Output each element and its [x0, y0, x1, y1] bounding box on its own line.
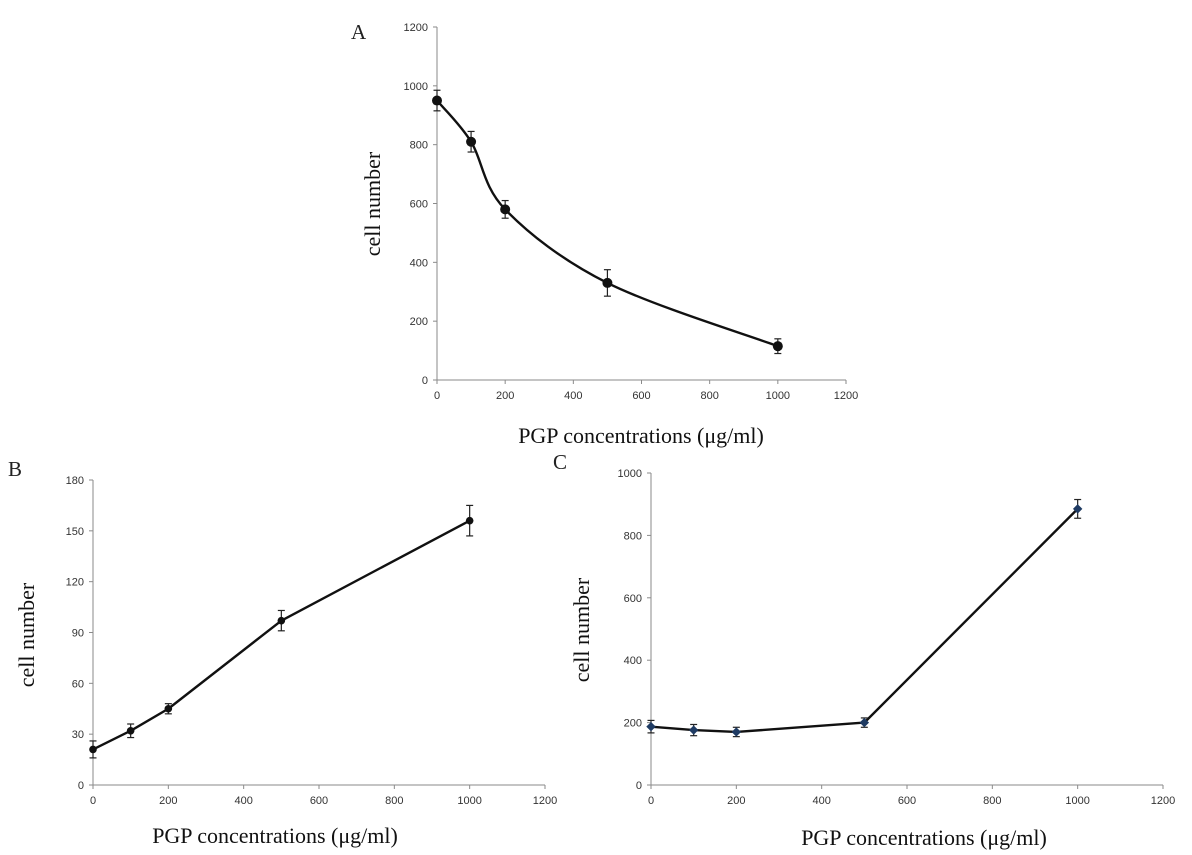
panel-b-x-tick-label: 800	[385, 795, 403, 807]
panel-a-data-point	[772, 341, 783, 352]
panel-b-y-tick-label: 150	[66, 526, 84, 538]
panel-c: C 0 200 400 600 800 1000 1200 0 200 400 600 800 1000 P…	[553, 450, 1175, 850]
panel-c-y-tick-label: 0	[636, 780, 642, 792]
panel-b-y-tick-label: 30	[72, 729, 84, 741]
panel-c-data-point	[1072, 504, 1083, 514]
panel-b-data-point	[126, 726, 135, 735]
panel-a-y-tick-label: 800	[410, 140, 428, 152]
panel-c-x-axis-title: PGP concentrations (μg/ml)	[801, 825, 1047, 850]
panel-c-data-point	[731, 727, 742, 737]
panel-c-y-tick-label: 600	[624, 593, 642, 605]
panel-b-letter: B	[8, 457, 22, 481]
panel-b-data-point	[465, 516, 474, 525]
panel-a-x-tick-label: 400	[564, 390, 582, 402]
panel-b-y-axis-title: cell number	[14, 582, 39, 687]
panel-a-data-point	[500, 204, 511, 215]
panel-b-y-tick-label: 0	[78, 780, 84, 792]
panel-a: A 0 200 400 600 800 1000 1200 0 200 400 600 800 1000 1…	[351, 20, 858, 448]
panel-b: B 0 200 400 600 800 1000 1200 0 30 60 90 120 150 180 PG…	[8, 457, 557, 848]
panel-b-x-tick-label: 1000	[457, 795, 481, 807]
panel-b-x-tick-label: 400	[234, 795, 252, 807]
panel-a-data-point	[602, 277, 613, 288]
panel-b-x-tick-label: 0	[90, 795, 96, 807]
panel-c-x-tick-label: 0	[648, 795, 654, 807]
panel-c-x-tick-label: 400	[812, 795, 830, 807]
panel-b-x-tick-label: 600	[310, 795, 328, 807]
panel-b-data-point	[277, 616, 286, 625]
panel-c-letter: C	[553, 450, 567, 474]
panel-a-data-point	[432, 95, 442, 106]
panel-a-x-tick-label: 1000	[766, 390, 790, 402]
panel-c-y-axis-title: cell number	[569, 577, 594, 682]
panel-b-y-tick-label: 90	[72, 628, 84, 640]
panel-a-y-axis-title: cell number	[360, 151, 385, 256]
panel-c-x-tick-label: 1000	[1065, 795, 1089, 807]
panel-a-data-point	[466, 136, 477, 147]
panel-c-x-tick-label: 600	[898, 795, 916, 807]
panel-b-x-axis-title: PGP concentrations (μg/ml)	[152, 823, 398, 848]
panel-c-y-tick-label: 1000	[618, 468, 642, 480]
panel-a-x-tick-label: 600	[632, 390, 650, 402]
panel-b-data-point	[164, 704, 173, 713]
panel-b-data-point	[89, 745, 97, 754]
panel-a-x-tick-label: 800	[700, 390, 718, 402]
panel-c-data-point	[688, 725, 699, 735]
panel-a-x-tick-label: 200	[496, 390, 514, 402]
panel-b-series-line	[91, 519, 471, 751]
panel-c-x-tick-label: 1200	[1151, 795, 1175, 807]
panel-c-y-tick-label: 400	[624, 655, 642, 667]
panel-c-data-point	[859, 717, 870, 728]
panel-b-y-tick-label: 180	[66, 475, 84, 487]
panel-c-y-tick-label: 200	[624, 718, 642, 730]
panel-b-y-tick-label: 120	[66, 577, 84, 589]
panel-a-y-tick-label: 1000	[404, 81, 428, 93]
panel-a-series-line	[435, 99, 780, 348]
panel-b-y-tick-label: 60	[72, 678, 84, 690]
panel-c-y-tick-label: 800	[624, 530, 642, 542]
panel-b-x-tick-label: 1200	[533, 795, 557, 807]
panel-a-x-tick-label: 0	[434, 390, 440, 402]
panel-a-y-tick-label: 600	[410, 199, 428, 211]
panel-a-y-tick-label: 0	[422, 375, 428, 387]
panel-c-data-point	[646, 721, 656, 732]
panel-a-letter: A	[351, 20, 367, 44]
panel-c-series-line	[649, 507, 1079, 734]
panel-a-x-axis-title: PGP concentrations (μg/ml)	[518, 423, 764, 448]
panel-c-x-tick-label: 200	[727, 795, 745, 807]
panel-a-x-tick-label: 1200	[834, 390, 858, 402]
panel-a-y-tick-label: 1200	[404, 22, 428, 34]
panel-b-x-tick-label: 200	[159, 795, 177, 807]
panel-a-y-tick-label: 400	[410, 257, 428, 269]
panel-a-y-tick-label: 200	[410, 316, 428, 328]
panel-c-x-tick-label: 800	[983, 795, 1001, 807]
